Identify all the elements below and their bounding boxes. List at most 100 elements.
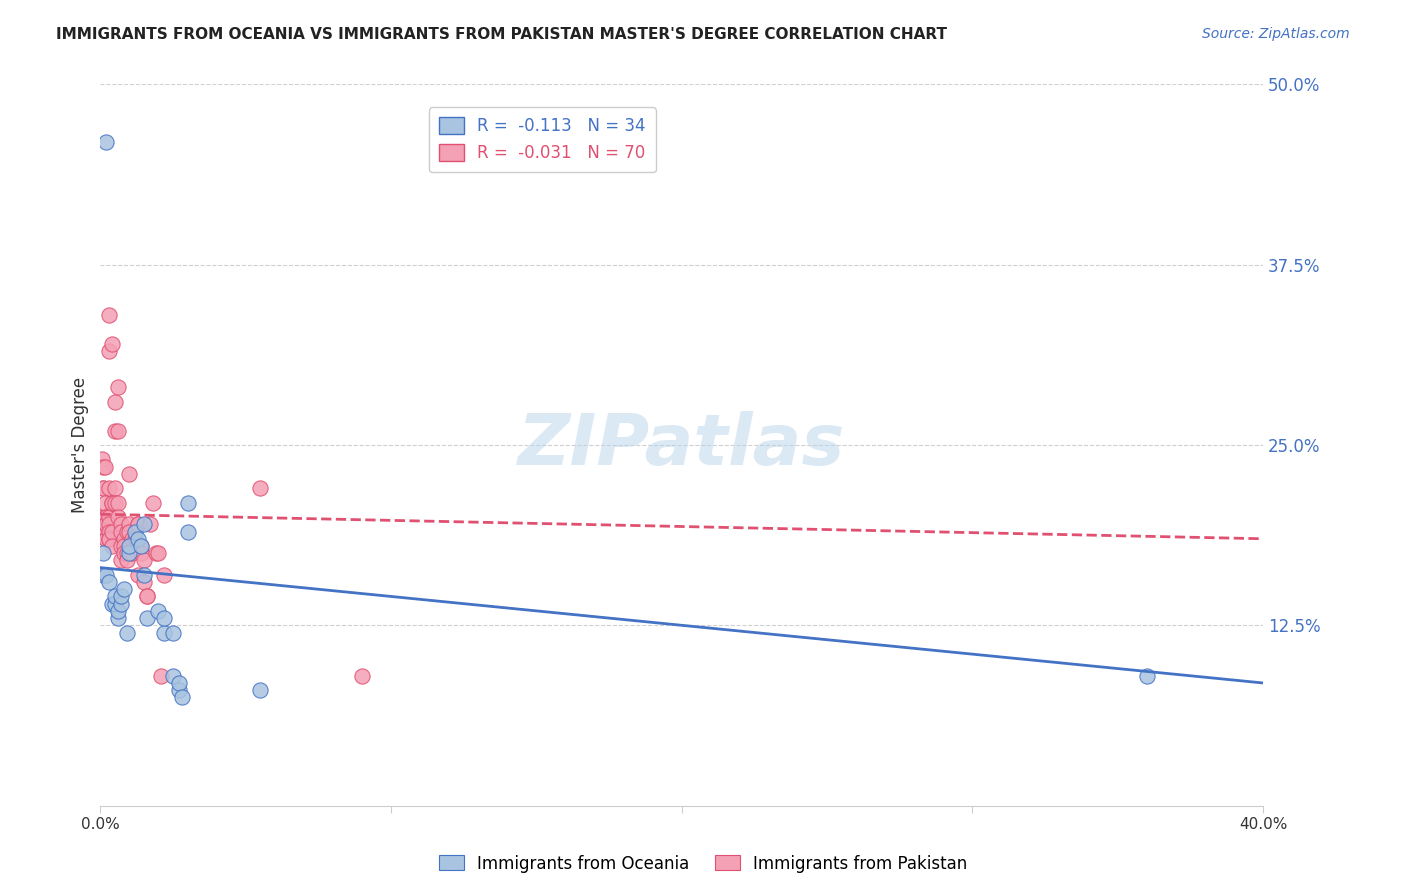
Point: [115, 524, 138, 539]
Point: [142, 496, 165, 510]
Text: Source: ZipAtlas.com: Source: ZipAtlas.com: [1202, 27, 1350, 41]
Point: [249, 683, 271, 698]
Point: [135, 611, 157, 625]
Legend: Immigrants from Oceania, Immigrants from Pakistan: Immigrants from Oceania, Immigrants from…: [432, 848, 974, 880]
Point: [104, 590, 127, 604]
Legend: R =  -0.113   N = 34, R =  -0.031   N = 70: R = -0.113 N = 34, R = -0.031 N = 70: [429, 107, 655, 172]
Point: [115, 546, 138, 560]
Point: [153, 625, 176, 640]
Point: [1136, 669, 1159, 683]
Point: [96, 517, 118, 532]
Point: [101, 524, 124, 539]
Point: [170, 690, 193, 705]
Point: [98, 532, 121, 546]
Point: [104, 394, 127, 409]
Point: [90, 452, 112, 467]
Point: [148, 546, 170, 560]
Point: [115, 625, 138, 640]
Point: [124, 532, 146, 546]
Point: [162, 669, 184, 683]
Point: [96, 135, 118, 149]
Point: [96, 510, 118, 524]
Point: [98, 510, 121, 524]
Point: [162, 625, 184, 640]
Point: [91, 517, 114, 532]
Point: [98, 344, 121, 359]
Point: [127, 532, 149, 546]
Point: [104, 481, 127, 495]
Point: [107, 380, 129, 394]
Point: [110, 553, 132, 567]
Point: [150, 669, 173, 683]
Point: [121, 546, 143, 560]
Point: [93, 459, 115, 474]
Point: [139, 517, 162, 532]
Point: [132, 553, 155, 567]
Point: [104, 496, 127, 510]
Point: [96, 532, 118, 546]
Point: [121, 532, 143, 546]
Point: [132, 575, 155, 590]
Point: [98, 517, 121, 532]
Point: [91, 481, 114, 495]
Point: [112, 532, 135, 546]
Point: [118, 524, 141, 539]
Point: [132, 517, 155, 532]
Point: [91, 459, 114, 474]
Point: [110, 517, 132, 532]
Point: [107, 424, 129, 438]
Point: [96, 524, 118, 539]
Point: [112, 539, 135, 553]
Point: [91, 524, 114, 539]
Point: [118, 517, 141, 532]
Point: [110, 524, 132, 539]
Point: [176, 496, 198, 510]
Point: [153, 567, 176, 582]
Point: [101, 539, 124, 553]
Point: [107, 604, 129, 618]
Point: [101, 597, 124, 611]
Point: [96, 510, 118, 524]
Point: [104, 424, 127, 438]
Point: [115, 553, 138, 567]
Point: [93, 496, 115, 510]
Text: IMMIGRANTS FROM OCEANIA VS IMMIGRANTS FROM PAKISTAN MASTER'S DEGREE CORRELATION : IMMIGRANTS FROM OCEANIA VS IMMIGRANTS FR…: [56, 27, 948, 42]
Point: [96, 517, 118, 532]
Point: [129, 546, 152, 560]
Point: [98, 308, 121, 322]
Point: [110, 597, 132, 611]
Point: [124, 524, 146, 539]
Point: [118, 539, 141, 553]
Point: [127, 517, 149, 532]
Point: [107, 611, 129, 625]
Point: [101, 337, 124, 351]
Point: [176, 524, 198, 539]
Point: [101, 496, 124, 510]
Point: [110, 539, 132, 553]
Point: [96, 532, 118, 546]
Point: [98, 481, 121, 495]
Point: [98, 575, 121, 590]
Point: [129, 539, 152, 553]
Point: [98, 532, 121, 546]
Point: [127, 567, 149, 582]
Point: [153, 611, 176, 625]
Point: [91, 546, 114, 560]
Point: [129, 539, 152, 553]
Point: [135, 590, 157, 604]
Point: [96, 567, 118, 582]
Point: [107, 510, 129, 524]
Point: [350, 669, 373, 683]
Point: [118, 467, 141, 481]
Point: [91, 567, 114, 582]
Y-axis label: Master's Degree: Master's Degree: [72, 377, 89, 513]
Point: [104, 597, 127, 611]
Text: ZIPatlas: ZIPatlas: [517, 410, 845, 480]
Point: [101, 496, 124, 510]
Point: [91, 481, 114, 495]
Point: [135, 590, 157, 604]
Point: [98, 524, 121, 539]
Point: [91, 510, 114, 524]
Point: [167, 676, 190, 690]
Point: [249, 481, 271, 495]
